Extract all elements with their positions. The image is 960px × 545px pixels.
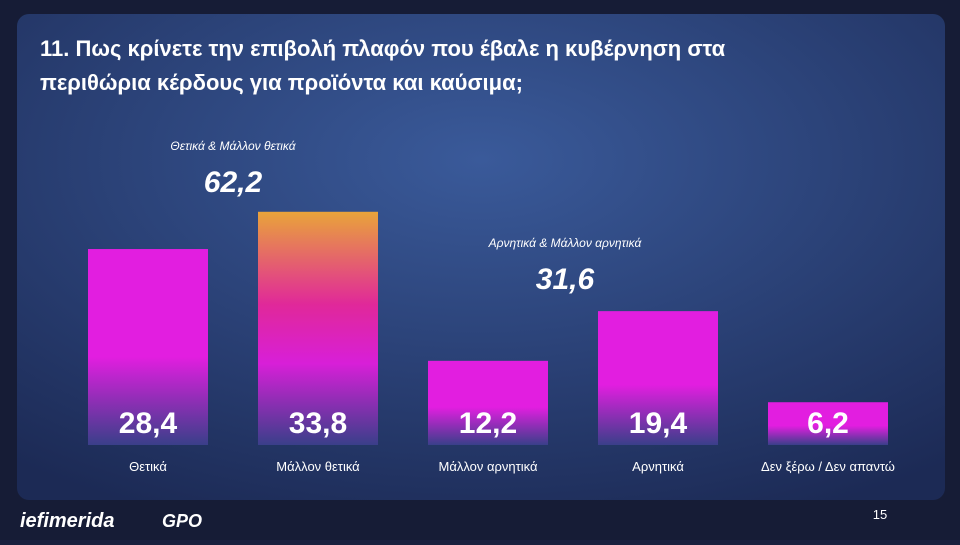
chart-title: 11. Πως κρίνετε την επιβολή πλαφόν που έ… [40,36,726,95]
bar [258,211,378,445]
annotation-label: Θετικά & Μάλλον θετικά [170,139,296,153]
group-annotation: Θετικά & Μάλλον θετικά 62,2 [170,139,296,199]
brand-logo: iefimerida [20,510,114,532]
page-number: 15 [873,507,887,522]
bar [598,311,718,445]
bar [768,402,888,445]
group-annotation: Αρνητικά & Μάλλον αρνητικά 31,6 [488,236,643,296]
category-label: Μάλλον θετικά [276,459,360,474]
bar [428,360,548,445]
annotation-label: Αρνητικά & Μάλλον αρνητικά [488,236,643,250]
category-label: Δεν ξέρω / Δεν απαντώ [761,459,895,474]
category-label: Θετικά [129,459,167,474]
annotation-value: 31,6 [536,263,595,296]
category-label: Αρνητικά [632,459,684,474]
value-label: 33,8 [289,407,347,440]
value-label: 6,2 [807,407,849,440]
partner-logo: GPO [162,511,202,531]
value-label: 19,4 [629,407,688,440]
annotation-value: 62,2 [204,166,263,199]
value-label: 28,4 [119,407,178,440]
category-label: Μάλλον αρνητικά [438,459,537,474]
bar [88,249,208,445]
value-label: 12,2 [459,407,517,440]
